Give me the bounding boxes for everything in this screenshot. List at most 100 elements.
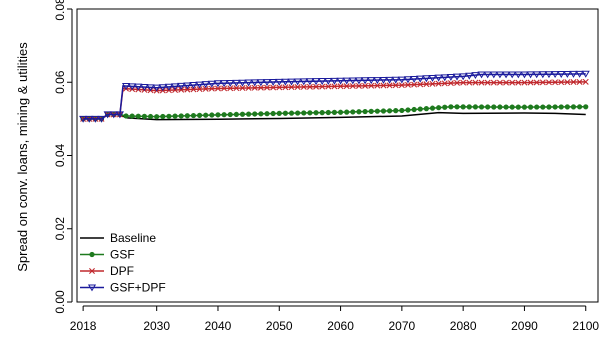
series-layer: [79, 70, 590, 123]
series-point: [115, 111, 124, 119]
series-point: [109, 111, 118, 119]
series-point: [227, 111, 233, 118]
series-point: [264, 111, 270, 117]
series-point: [466, 79, 473, 86]
series-point: [301, 110, 307, 116]
y-axis: 0.00 0.02 0.04 0.06 0.08: [53, 0, 73, 314]
series-gsf-dpf: [79, 70, 590, 123]
series-point: [287, 78, 296, 86]
series-point: [495, 71, 505, 79]
series-point: [331, 109, 338, 115]
y-tick-label: 0.02: [53, 217, 67, 241]
legend-marker: [89, 251, 95, 258]
series-point: [195, 81, 204, 89]
series-point: [158, 84, 167, 92]
series-point: [391, 76, 400, 84]
series-point: [313, 83, 320, 90]
series-point: [534, 104, 540, 110]
series-point: [123, 113, 129, 119]
series-point: [385, 76, 394, 84]
x-axis: 2018 2030 2040 2050 2060 2070 2080 2090 2100: [70, 305, 599, 333]
series-point: [404, 81, 411, 88]
series-point: [417, 106, 423, 112]
series-point: [184, 113, 190, 119]
series-point: [330, 77, 339, 85]
series-point: [282, 110, 289, 116]
legend-label: GSF: [110, 248, 135, 262]
series-point: [398, 82, 405, 89]
series-point: [575, 70, 584, 78]
series-point: [91, 115, 100, 123]
series-point: [141, 113, 148, 119]
series-point: [533, 79, 540, 86]
series-point: [146, 84, 155, 92]
series-point: [147, 113, 154, 120]
y-tick-label: 0.06: [53, 70, 67, 94]
series-point: [569, 70, 578, 78]
series-point: [295, 110, 301, 116]
series-point: [349, 83, 356, 90]
series-point: [190, 112, 197, 119]
series-point: [454, 104, 460, 110]
series-point: [448, 104, 454, 110]
series-point: [348, 77, 357, 85]
series-point: [221, 85, 228, 92]
series-point: [152, 84, 161, 92]
series-point: [325, 109, 331, 116]
series-point: [581, 70, 590, 78]
series-point: [417, 81, 424, 88]
series-point: [79, 115, 88, 123]
series-point: [532, 71, 541, 79]
series-point: [250, 79, 259, 87]
legend-item: Baseline: [80, 231, 156, 245]
series-point: [233, 111, 239, 118]
series-point: [306, 83, 313, 90]
series-point: [515, 104, 521, 110]
series-point: [392, 82, 399, 89]
series-point: [331, 83, 338, 90]
series-point: [264, 84, 271, 91]
series-point: [355, 82, 362, 89]
series-point: [540, 104, 546, 110]
series-point: [380, 108, 387, 114]
x-tick-label: 2090: [511, 319, 538, 333]
series-point: [503, 104, 509, 110]
series-point: [429, 105, 436, 111]
series-point: [354, 77, 364, 85]
series-point: [350, 109, 356, 115]
series-point: [520, 71, 529, 79]
series-point: [233, 85, 240, 92]
series-point: [423, 81, 430, 88]
series-point: [362, 82, 369, 89]
series-point: [465, 72, 474, 80]
series-point: [374, 108, 380, 114]
series-point: [128, 83, 137, 91]
series-point: [343, 83, 350, 90]
series-point: [477, 71, 486, 79]
series-point: [288, 84, 295, 91]
series-point: [129, 113, 135, 119]
series-point: [552, 79, 559, 86]
x-tick-label: 2018: [70, 319, 97, 333]
series-point: [262, 79, 272, 87]
series-point: [238, 79, 247, 87]
series-point: [319, 83, 326, 90]
series-point: [209, 112, 215, 118]
series-point: [416, 75, 425, 83]
series-point: [281, 78, 290, 86]
series-point: [203, 112, 209, 118]
series-point: [178, 113, 184, 119]
series-point: [275, 78, 284, 86]
series-point: [386, 82, 393, 89]
series-point: [226, 79, 235, 87]
series-point: [454, 79, 461, 86]
series-point: [583, 104, 589, 110]
series-point: [270, 110, 276, 117]
series-point: [214, 85, 221, 92]
series-point: [121, 83, 131, 90]
series-point: [313, 110, 319, 116]
series-point: [577, 104, 583, 110]
x-tick-label: 2050: [266, 319, 293, 333]
series-point: [466, 104, 472, 110]
series-point: [501, 71, 511, 79]
